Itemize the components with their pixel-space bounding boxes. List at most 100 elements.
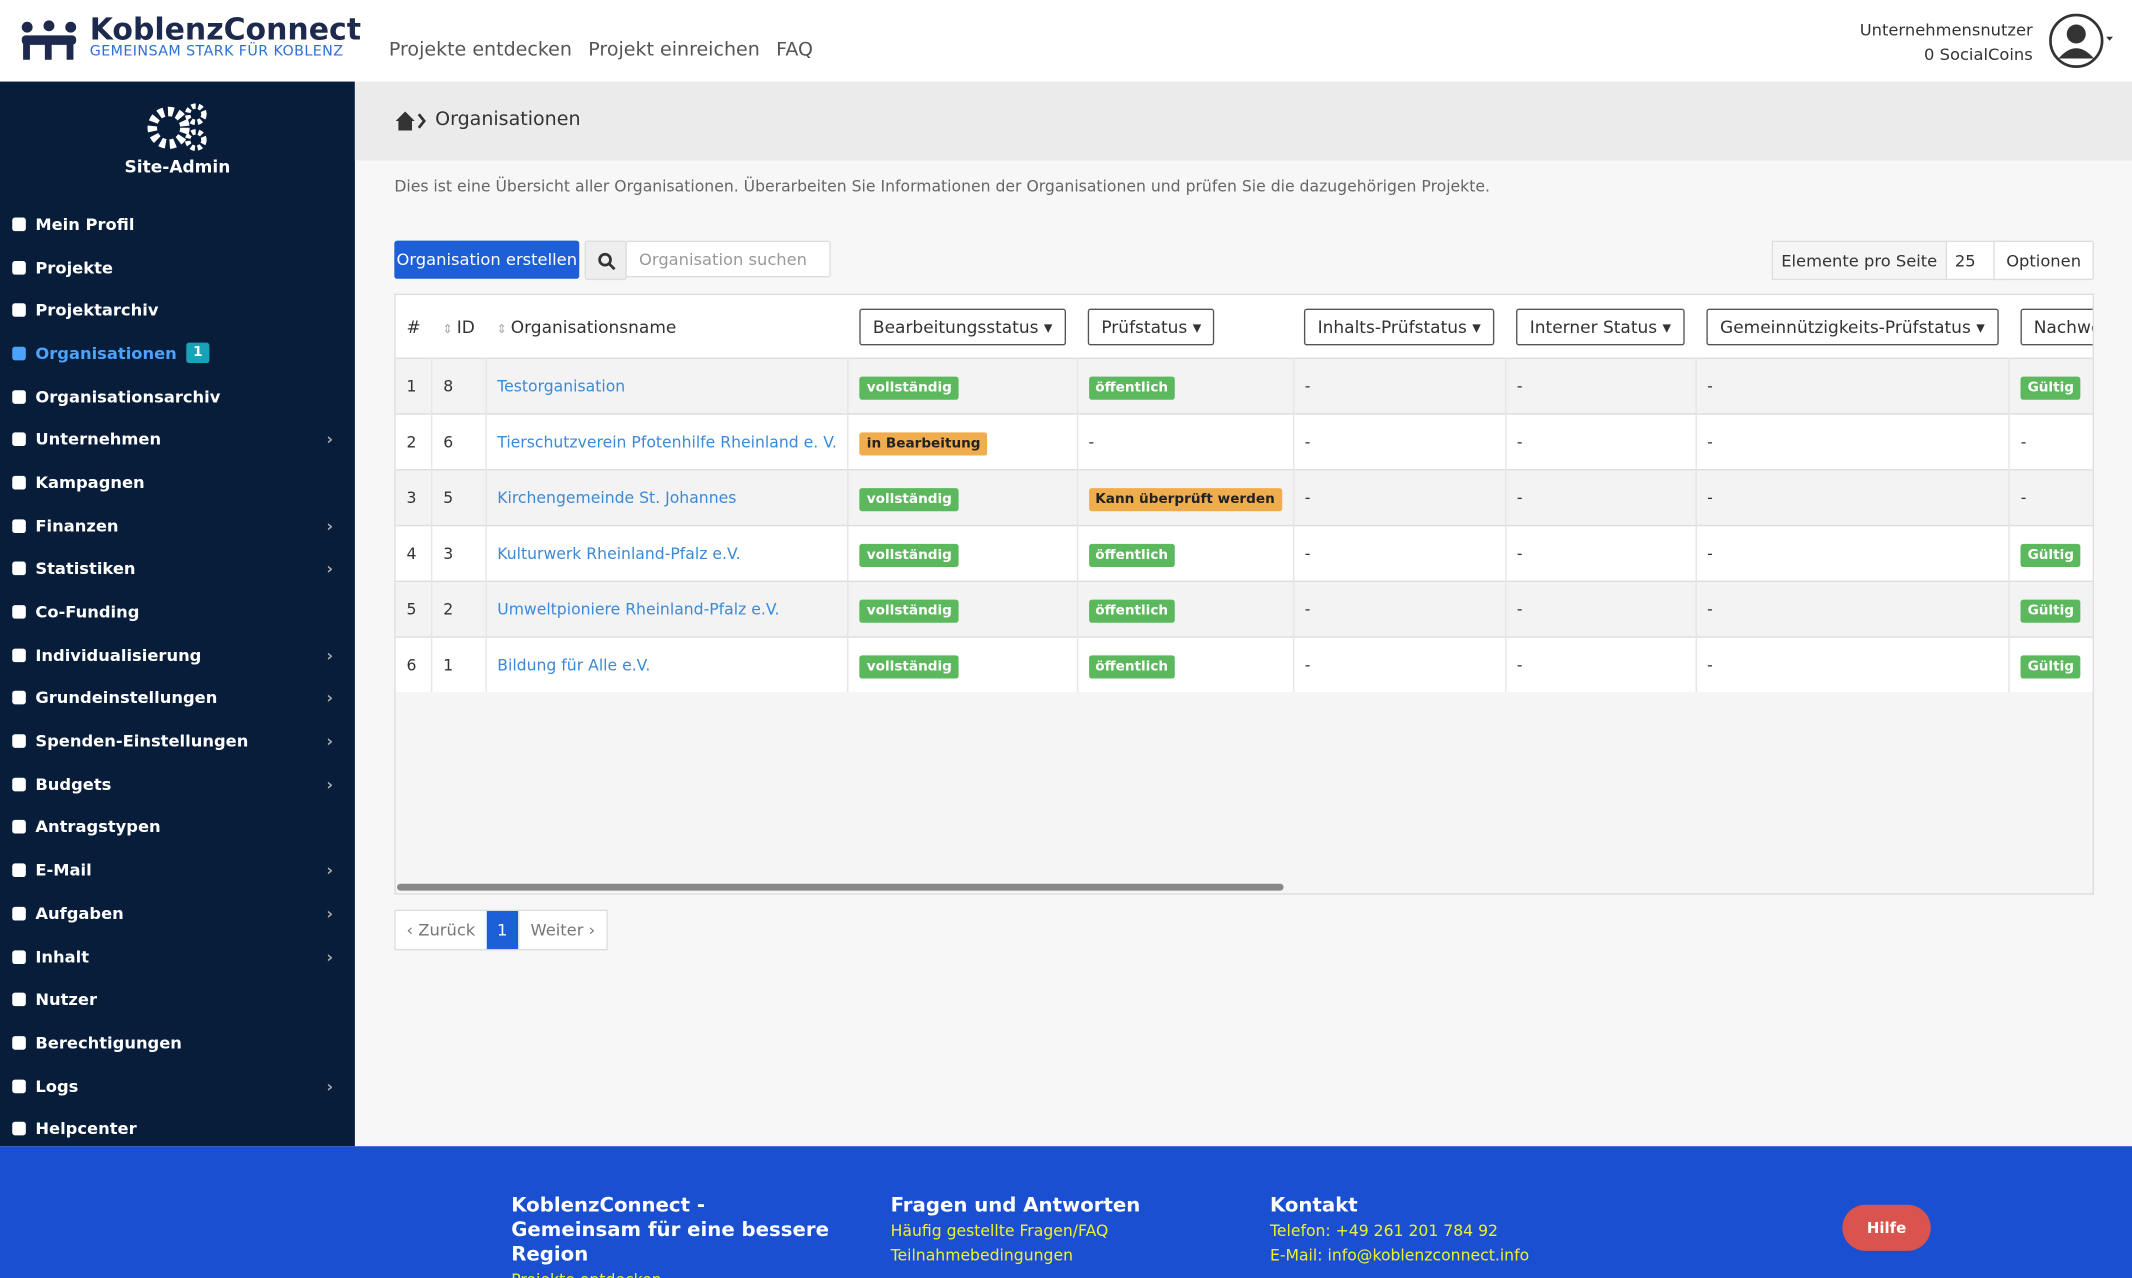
org-link[interactable]: Testorganisation — [497, 376, 626, 396]
status-badge: vollständig — [859, 655, 959, 679]
org-link[interactable]: Umweltpioniere Rheinland-Pfalz e.V. — [497, 599, 780, 619]
filter-dropdown[interactable]: Gemeinnützigkeits-Prüfstatus ▾ — [1706, 307, 1999, 345]
home-icon[interactable] — [394, 110, 427, 132]
menu-item[interactable]: Budgets › — [0, 763, 355, 806]
footer-link[interactable]: E-Mail: info@koblenzconnect.info — [1269, 1245, 1530, 1265]
cell-text: 2 — [443, 599, 454, 619]
menu-item[interactable]: Projektarchiv — [0, 289, 355, 332]
filter-dropdown[interactable]: Bearbeitungsstatus ▾ — [859, 307, 1067, 345]
avatar[interactable] — [2049, 13, 2114, 68]
menu-item[interactable]: Helpcenter — [0, 1107, 355, 1150]
cell-text: - — [1516, 488, 1523, 508]
menu-arrow: › — [326, 774, 334, 794]
menu-item[interactable]: Finanzen › — [0, 504, 355, 547]
menu-item[interactable]: Statistiken › — [0, 547, 355, 590]
menu-label: Individualisierung — [35, 645, 202, 665]
menu-item[interactable]: Spenden-Einstellungen › — [0, 720, 355, 763]
menu-label: Co-Funding — [35, 602, 140, 622]
footer-link[interactable]: Projekte entdecken — [511, 1267, 837, 1278]
filter-dropdown[interactable]: Prüfstatus ▾ — [1087, 307, 1215, 345]
column-header[interactable]: Nachweis ▾ — [2009, 295, 2093, 358]
menu-item[interactable]: Projekte — [0, 246, 355, 289]
options-button[interactable]: Optionen — [1993, 240, 2094, 281]
org-link[interactable]: Bildung für Alle e.V. — [497, 655, 651, 675]
menu-item[interactable]: Kampagnen — [0, 461, 355, 504]
nav-link[interactable]: Projekt einreichen — [588, 39, 760, 62]
menu-item[interactable]: Mein Profil — [0, 203, 355, 246]
menu-icon — [12, 820, 26, 835]
brand: KoblenzConnect — [89, 13, 362, 48]
menu-item[interactable]: Nutzer — [0, 978, 355, 1021]
header-label: Nachweis — [2033, 316, 2093, 337]
sidebar-title: Site-Admin — [124, 156, 231, 177]
column-header[interactable]: Gemeinnützigkeits-Prüfstatus ▾ — [1696, 295, 2010, 358]
status-badge: öffentlich — [1088, 655, 1175, 679]
menu-label: Organisationsarchiv — [35, 386, 221, 406]
prev[interactable]: ‹ Zurück — [406, 920, 476, 940]
status-badge: Gültig — [2020, 543, 2081, 567]
cell-text: - — [1707, 543, 1713, 563]
per-page[interactable]: Elemente pro Seite 25 — [1771, 240, 2003, 281]
footer-link[interactable]: Telefon: +49 261 201 784 92 — [1269, 1221, 1498, 1241]
status-badge: in Bearbeitung — [859, 432, 988, 456]
menu-item[interactable]: Unternehmen › — [0, 418, 355, 461]
menu-item[interactable]: Antragstypen — [0, 806, 355, 849]
menu-item[interactable]: Co-Funding — [0, 590, 355, 633]
scrollbar[interactable] — [397, 883, 1284, 891]
org-link[interactable]: Kulturwerk Rheinland-Pfalz e.V. — [497, 543, 741, 563]
menu-icon — [12, 648, 26, 662]
menu-item[interactable]: E-Mail › — [0, 849, 355, 892]
table-cell: Testorganisation — [485, 357, 850, 415]
column-header[interactable]: # — [396, 295, 432, 358]
help-button[interactable]: Hilfe — [1842, 1204, 1931, 1251]
menu-item[interactable]: Individualisierung › — [0, 633, 355, 676]
menu-badge: 1 — [186, 343, 210, 364]
column-header[interactable]: Inhalts-Prüfstatus ▾ — [1293, 295, 1505, 358]
column-header[interactable]: Bearbeitungsstatus ▾ — [848, 295, 1076, 358]
next[interactable]: Weiter › — [518, 910, 606, 950]
org-link[interactable]: Kirchengemeinde St. Johannes — [497, 488, 737, 508]
menu: Mein Profil Projekte Projektarchiv Organisa… — [0, 203, 355, 1151]
column-header[interactable]: Prüfstatus ▾ — [1077, 295, 1293, 358]
column-header[interactable]: ⇕ ID — [442, 316, 475, 337]
column-header[interactable]: Interner Status ▾ — [1505, 295, 1695, 358]
column-header[interactable]: ⇕ Organisationsname — [496, 316, 677, 337]
menu-item[interactable]: Aufgaben › — [0, 892, 355, 935]
menu-icon — [12, 1122, 26, 1136]
org-link[interactable]: Tierschutzverein Pfotenhilfe Rheinland e… — [497, 432, 837, 452]
table-row: 3 5 Kirchengemeinde St. Johannes vollständi… — [395, 469, 2093, 526]
cell-text: - — [1516, 376, 1523, 396]
menu-item[interactable]: Grundeinstellungen › — [0, 677, 355, 720]
tagline: GEMEINSAM STARK FÜR KOBLENZ — [89, 43, 344, 60]
search-input[interactable]: Organisation suchen — [625, 240, 831, 278]
menu-label: Antragstypen — [35, 817, 161, 837]
filter-dropdown[interactable]: Inhalts-Prüfstatus ▾ — [1304, 307, 1495, 345]
page-current[interactable]: 1 — [486, 910, 519, 950]
create-button[interactable]: Organisation erstellen — [394, 240, 580, 279]
nav-link[interactable]: Projekte entdecken — [388, 39, 572, 62]
menu-icon — [12, 562, 26, 576]
table-cell: 6 — [431, 413, 487, 470]
menu-item[interactable]: Organisationsarchiv — [0, 375, 355, 418]
filter-dropdown[interactable]: Nachweis ▾ — [2020, 307, 2093, 345]
table-cell: Kirchengemeinde St. Johannes — [485, 469, 850, 526]
table-cell: öffentlich — [1076, 636, 1294, 693]
menu-item[interactable]: Inhalt › — [0, 935, 355, 978]
table-cell: - — [1505, 580, 1697, 638]
menu-item[interactable]: Organisationen 1 — [0, 332, 355, 375]
menu-item[interactable]: Logs › — [0, 1064, 355, 1107]
sidebar: Site-Admin Mein Profil Projekte Projektarc… — [0, 81, 355, 1147]
menu-item[interactable]: Berechtigungen — [0, 1021, 355, 1064]
table-cell: in Bearbeitung — [848, 413, 1078, 470]
menu-icon — [12, 389, 26, 404]
footer-link[interactable]: Teilnahmebedingungen — [890, 1245, 1073, 1265]
table-cell: 6 — [395, 636, 433, 693]
cell-text: - — [1707, 599, 1713, 619]
footer-link[interactable]: Häufig gestellte Fragen/FAQ — [890, 1221, 1109, 1241]
filter-dropdown[interactable]: Interner Status ▾ — [1516, 307, 1685, 345]
nav-link[interactable]: FAQ — [776, 39, 813, 62]
per-page-value[interactable]: 25 — [1945, 242, 2001, 279]
search-icon[interactable] — [584, 240, 627, 281]
header-label: ID — [456, 316, 475, 337]
